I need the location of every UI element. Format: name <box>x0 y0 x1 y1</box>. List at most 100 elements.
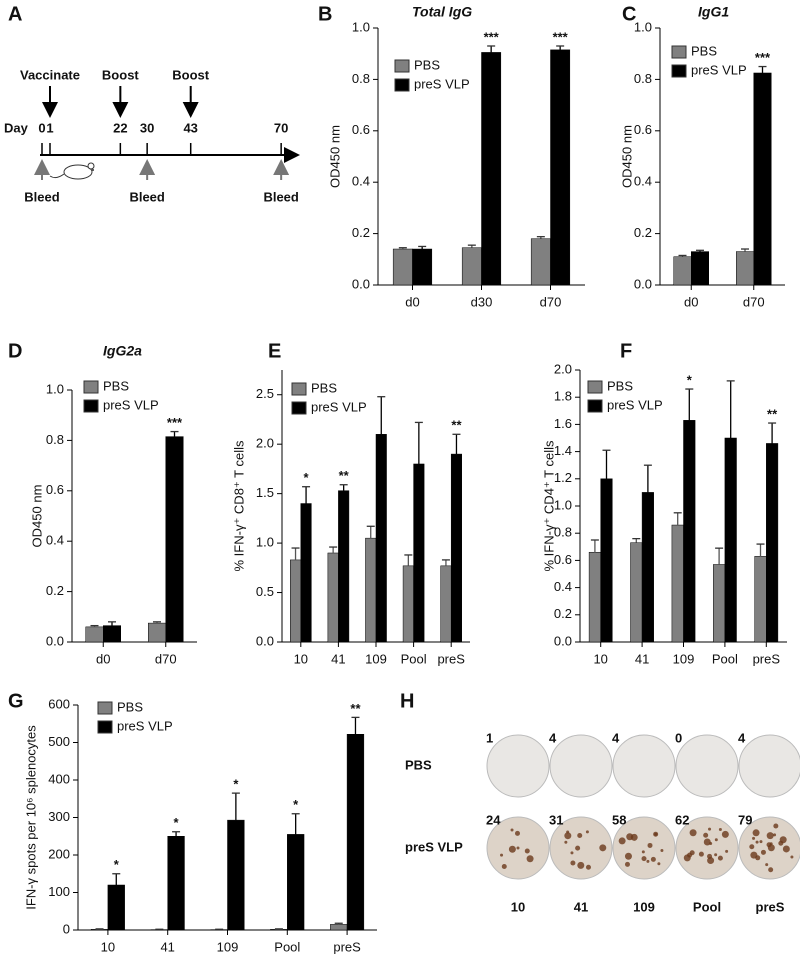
y-axis-label: IFN-γ spots per 10⁶ splenocytes <box>23 725 38 910</box>
bar <box>287 834 305 931</box>
bar <box>671 524 684 643</box>
x-tick-label: preS <box>333 939 361 954</box>
y-axis-label: % IFN-γ⁺ CD4⁺ T cells <box>541 440 556 571</box>
bar <box>588 551 601 643</box>
timeline-label: Day <box>4 120 29 135</box>
spot <box>624 861 630 867</box>
x-tick-label: Pool <box>401 651 427 666</box>
x-tick-label: 10 <box>101 939 115 954</box>
legend-label: PBS <box>117 699 143 714</box>
legend-label: preS VLP <box>607 397 663 412</box>
event-label: Vaccinate <box>20 67 80 82</box>
x-tick-label: Pool <box>712 651 738 666</box>
bar <box>346 734 365 931</box>
bar <box>736 251 754 286</box>
spot <box>725 849 729 853</box>
spot <box>683 854 691 862</box>
bar <box>365 537 377 643</box>
spot <box>714 853 718 857</box>
spot-count: 4 <box>738 730 746 745</box>
legend-label: preS VLP <box>117 718 173 733</box>
bar <box>327 552 339 643</box>
y-tick-label: 100 <box>48 884 70 899</box>
y-tick-label: 600 <box>48 696 70 711</box>
spot <box>703 838 711 846</box>
timeline-day: 1 <box>46 120 53 135</box>
spot <box>698 851 704 857</box>
y-tick-label: 1.0 <box>352 19 370 34</box>
y-tick-label: 0.5 <box>256 584 274 599</box>
y-tick-label: 0.0 <box>46 633 64 648</box>
bar <box>754 556 767 643</box>
spot-count: 4 <box>549 730 557 745</box>
well <box>486 734 550 798</box>
bar <box>392 248 413 286</box>
spot <box>618 837 626 845</box>
bar <box>766 443 779 643</box>
significance: ** <box>767 406 778 421</box>
y-axis-label: OD450 nm <box>619 125 634 188</box>
bar <box>148 622 166 643</box>
y-tick-label: 1.5 <box>256 485 274 500</box>
x-tick-label: 109 <box>673 651 695 666</box>
bar <box>300 503 312 643</box>
legend-label: PBS <box>414 57 440 72</box>
significance: *** <box>484 29 500 44</box>
bar <box>461 247 482 286</box>
legend-swatch <box>83 399 99 413</box>
spot <box>624 852 632 860</box>
significance: * <box>293 797 299 812</box>
bar <box>481 52 502 286</box>
bar <box>440 565 452 643</box>
spot <box>752 836 756 840</box>
spot <box>707 857 715 865</box>
x-tick-label: d70 <box>743 294 765 309</box>
x-tick-label: 10 <box>593 651 607 666</box>
x-tick-label: preS <box>753 651 781 666</box>
y-tick-label: 0.8 <box>46 432 64 447</box>
x-tick-label: 109 <box>365 651 387 666</box>
y-tick-label: 0.8 <box>634 71 652 86</box>
bar <box>227 819 245 931</box>
spot <box>526 855 534 863</box>
spot <box>566 830 570 834</box>
legend-label: preS VLP <box>311 399 367 414</box>
spot <box>647 842 653 848</box>
spot <box>755 840 759 844</box>
spot <box>773 833 777 837</box>
significance: ** <box>350 701 361 716</box>
y-tick-label: 0.8 <box>352 71 370 86</box>
timeline-day: 22 <box>113 120 127 135</box>
column-label: 10 <box>511 899 525 914</box>
y-tick-label: 1.0 <box>256 535 274 550</box>
x-tick-label: 10 <box>294 651 308 666</box>
legend-swatch <box>291 382 307 396</box>
spot <box>501 864 507 870</box>
bar <box>673 256 692 286</box>
spot <box>773 823 779 829</box>
significance: ** <box>451 418 462 433</box>
spot <box>626 833 634 841</box>
panel-letter: A <box>8 3 22 25</box>
bar <box>85 626 104 643</box>
y-tick-label: 0.6 <box>554 552 572 567</box>
spot <box>766 842 772 848</box>
spot <box>718 828 722 832</box>
spot <box>585 830 589 834</box>
legend-swatch <box>671 64 687 78</box>
y-tick-label: 0.0 <box>634 276 652 291</box>
bar <box>290 559 302 643</box>
legend-swatch <box>97 720 113 734</box>
bar <box>713 564 726 643</box>
mouse-icon <box>49 162 95 180</box>
spot <box>577 861 585 869</box>
legend-label: PBS <box>103 378 129 393</box>
y-tick-label: 0.2 <box>634 225 652 240</box>
spot-count: 4 <box>612 730 620 745</box>
spot <box>660 848 664 852</box>
spot <box>703 832 709 838</box>
spot <box>714 838 718 842</box>
bar <box>550 49 571 286</box>
spot <box>760 849 766 855</box>
